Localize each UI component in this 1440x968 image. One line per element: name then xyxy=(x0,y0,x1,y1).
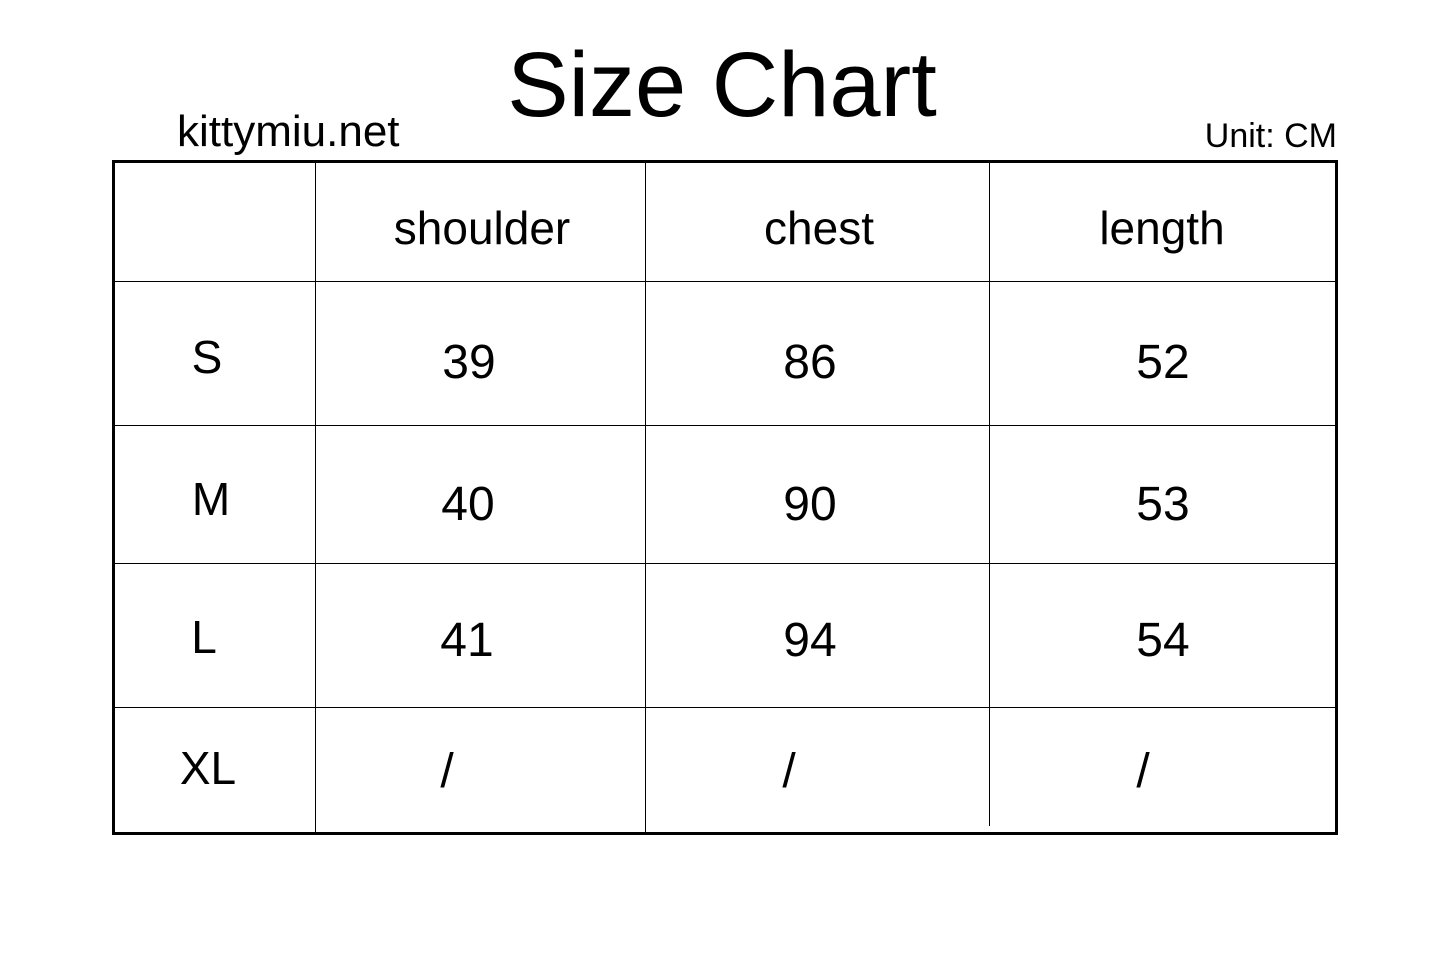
header-shoulder: shoulder xyxy=(393,202,571,254)
cell-value: 41 xyxy=(440,614,494,667)
column-divider xyxy=(645,163,646,832)
site-name: kittymiu.net xyxy=(177,107,400,156)
size-label: M xyxy=(191,473,231,525)
page-title: Size Chart xyxy=(507,34,937,136)
size-label: L xyxy=(191,611,217,663)
row-divider xyxy=(115,563,1335,564)
cell-value: 90 xyxy=(783,478,837,531)
cell-value: 53 xyxy=(1136,478,1190,531)
header-chest: chest xyxy=(764,202,874,254)
size-table xyxy=(112,160,1338,835)
header-length: length xyxy=(1099,202,1225,254)
column-divider xyxy=(315,163,316,832)
cell-value: 52 xyxy=(1136,336,1190,389)
row-divider xyxy=(115,281,1335,282)
column-divider xyxy=(989,163,990,826)
cell-value: 94 xyxy=(783,614,837,667)
cell-value: / xyxy=(440,745,454,798)
cell-value: / xyxy=(1136,745,1150,798)
cell-value: / xyxy=(782,745,796,798)
cell-value: 86 xyxy=(783,336,837,389)
size-label: XL xyxy=(179,742,237,794)
unit-label: Unit: CM xyxy=(1204,117,1337,155)
cell-value: 54 xyxy=(1136,614,1190,667)
cell-value: 39 xyxy=(442,336,496,389)
row-divider xyxy=(115,707,1335,708)
cell-value: 40 xyxy=(441,478,495,531)
row-divider xyxy=(115,425,1335,426)
size-label: S xyxy=(191,331,223,383)
